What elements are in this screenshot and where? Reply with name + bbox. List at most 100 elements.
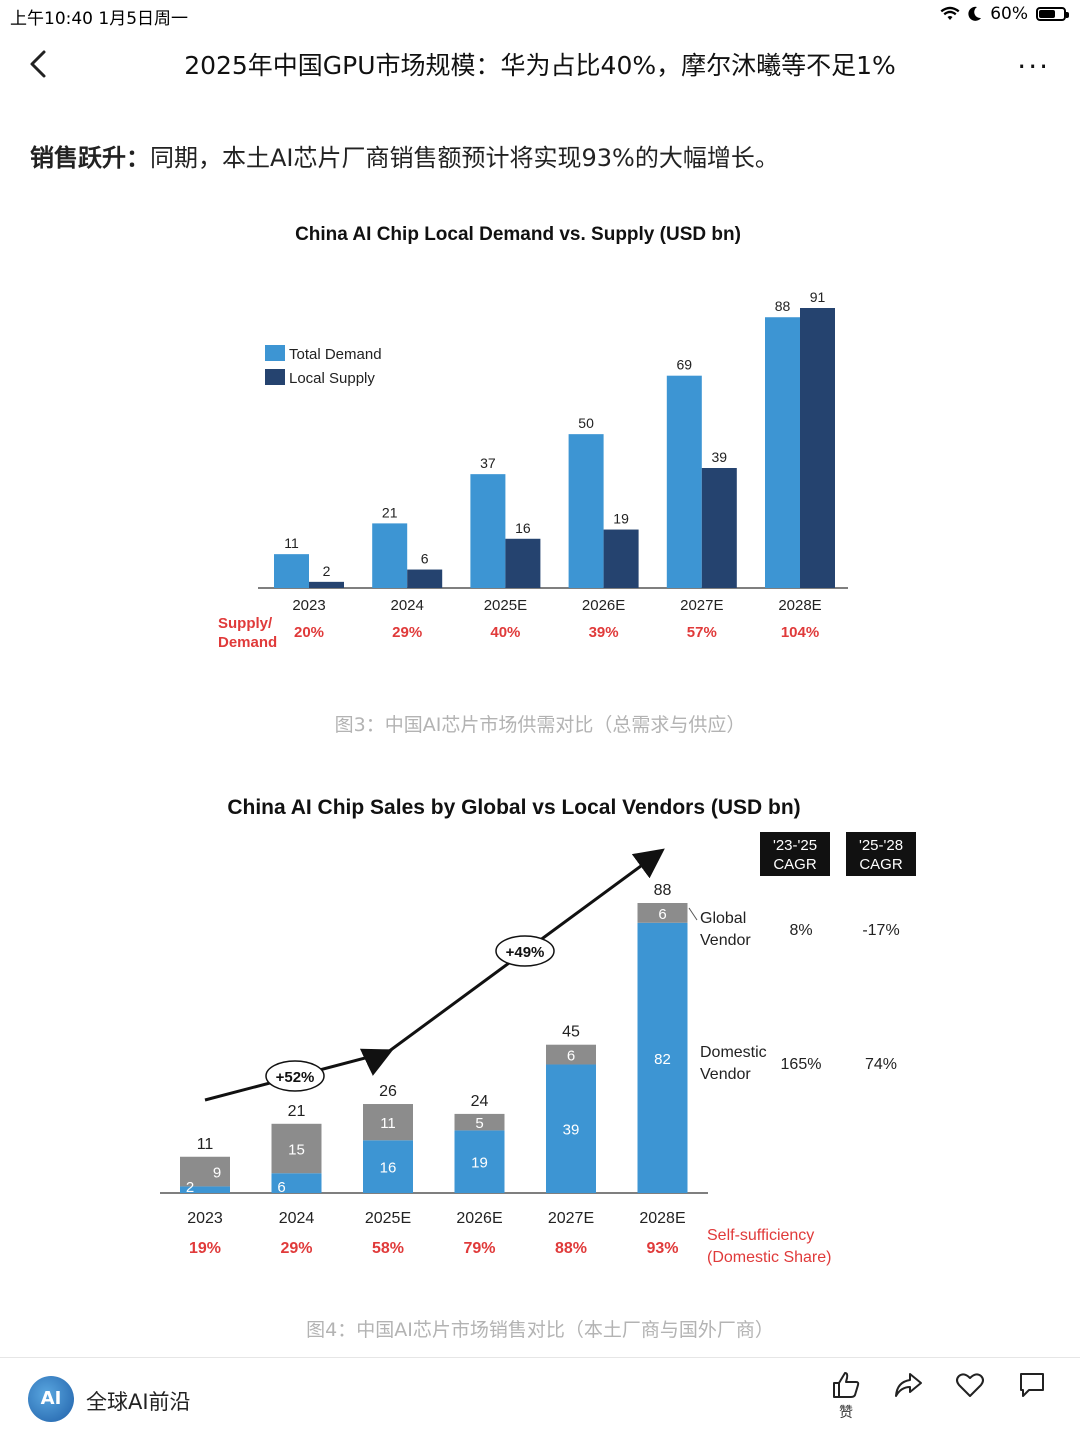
account-name[interactable]: 全球AI前沿 (86, 1390, 191, 1414)
figure-4-caption: 图4：中国AI芯片市场销售对比（本土厂商与国外厂商） (306, 1319, 774, 1341)
cagr-header-text: CAGR (859, 856, 903, 873)
chart-sales-global-vs-local: China AI Chip Sales by Global vs Local V… (160, 796, 916, 1266)
comment-button[interactable] (1014, 1370, 1050, 1426)
legend-label: Total Demand (289, 346, 382, 363)
data-label-global: 9 (213, 1165, 221, 1182)
data-label: 6 (421, 551, 429, 567)
nav-bar: 2025年中国GPU市场规模：华为占比40%，摩尔沐曦等不足1% ··· (0, 30, 1080, 100)
status-bar: 上午10:40 1月5日周一 60% (0, 0, 1080, 30)
bar-domestic (271, 1173, 322, 1193)
data-label-total: 21 (288, 1103, 306, 1120)
legend-swatch (265, 345, 285, 361)
favorite-button[interactable] (952, 1370, 988, 1426)
account-avatar[interactable]: AI (28, 1376, 74, 1422)
bar (666, 375, 702, 588)
ratio-value: 29% (392, 624, 422, 641)
data-label-domestic: 39 (563, 1122, 580, 1139)
share-value: 88% (555, 1240, 587, 1257)
bar (274, 554, 309, 588)
data-label-global: 15 (288, 1142, 305, 1159)
bar-domestic (546, 1064, 596, 1193)
like-label: 赞 (839, 1405, 853, 1421)
share-label-line1: Self-sufficiency (707, 1227, 814, 1244)
data-label-total: 88 (654, 882, 672, 899)
share-value: 79% (463, 1240, 495, 1257)
ratio-value: 40% (490, 624, 520, 641)
avatar-logo-text: AI (40, 1388, 62, 1409)
x-tick-label: 2028E (639, 1210, 685, 1227)
data-label-global: 6 (658, 906, 666, 923)
bar-domestic (637, 922, 688, 1193)
bar (603, 529, 639, 588)
cagr-value: 74% (865, 1056, 897, 1073)
data-label-domestic: 82 (654, 1051, 671, 1068)
x-tick-label: 2023 (187, 1210, 223, 1227)
cagr-header-text: '23-'25 (773, 837, 817, 854)
cagr-header-text: CAGR (773, 856, 817, 873)
ratio-value: 57% (687, 624, 717, 641)
ratio-value: 104% (781, 624, 819, 641)
bar (372, 523, 408, 588)
ratio-value: 20% (294, 624, 324, 641)
thumbs-up-icon (833, 1372, 860, 1398)
bottom-bar: AI 全球AI前沿 赞 (0, 1357, 1080, 1441)
bar (765, 317, 800, 588)
data-label-total: 45 (562, 1024, 580, 1041)
growth-label: +52% (276, 1069, 315, 1086)
bar (701, 468, 737, 588)
action-bar: 赞 (828, 1370, 1050, 1426)
battery-percent: 60% (990, 4, 1028, 24)
bar (470, 474, 506, 588)
x-tick-label: 2028E (778, 597, 821, 614)
x-tick-label: 2027E (548, 1210, 594, 1227)
share-value: 93% (646, 1240, 678, 1257)
data-label-domestic: 16 (380, 1160, 397, 1177)
growth-label: +49% (506, 944, 545, 961)
share-value: 29% (280, 1240, 312, 1257)
x-tick-label: 2026E (582, 597, 625, 614)
cagr-header-box (846, 832, 916, 876)
series-label: Global (700, 910, 746, 927)
series-label: Vendor (700, 1066, 751, 1083)
data-label: 11 (284, 535, 299, 551)
trend-arrow (204, 848, 665, 1102)
chart-demand-vs-supply: China AI Chip Local Demand vs. Supply (U… (218, 224, 848, 651)
status-icons: 60% (940, 4, 1069, 24)
growth-badge (495, 935, 555, 967)
bar-global (271, 1123, 322, 1174)
bar (407, 569, 443, 588)
data-label: 39 (712, 449, 728, 465)
article-paragraph: 销售跃升：同期，本土AI芯片厂商销售额预计将实现93%的大幅增长。 (30, 138, 779, 173)
page-title: 2025年中国GPU市场规模：华为占比40%，摩尔沐曦等不足1% (184, 51, 896, 80)
data-label: 37 (480, 455, 496, 471)
share-icon (895, 1373, 922, 1397)
legend-label: Local Supply (289, 370, 375, 387)
data-label-total: 11 (197, 1136, 214, 1153)
bar-global (180, 1156, 230, 1187)
data-label: 2 (323, 563, 331, 579)
series-label: Domestic (700, 1044, 767, 1061)
like-button[interactable]: 赞 (828, 1370, 864, 1426)
paragraph-text: 同期，本土AI芯片厂商销售额预计将实现93%的大幅增长。 (150, 144, 779, 172)
comment-icon (1020, 1373, 1044, 1397)
back-button[interactable] (22, 46, 62, 86)
x-tick-label: 2025E (365, 1210, 411, 1227)
bar-global (546, 1044, 596, 1065)
data-label-total: 24 (471, 1093, 489, 1110)
chevron-left-icon (30, 50, 46, 78)
x-tick-label: 2024 (279, 1210, 315, 1227)
bar (505, 538, 541, 588)
series-label-leader (688, 907, 698, 921)
data-label: 88 (775, 298, 791, 314)
bar (568, 434, 604, 588)
battery-icon (1036, 7, 1069, 21)
status-time: 上午10:40 1月5日周一 (10, 9, 189, 29)
data-label: 50 (578, 415, 594, 431)
data-label-domestic: 2 (186, 1179, 194, 1196)
x-tick-label: 2024 (391, 597, 424, 614)
series-label: Vendor (700, 932, 751, 949)
share-button[interactable] (890, 1370, 926, 1426)
ratio-value: 39% (589, 624, 619, 641)
data-label: 16 (515, 520, 531, 536)
more-button[interactable]: ··· (1017, 50, 1050, 83)
